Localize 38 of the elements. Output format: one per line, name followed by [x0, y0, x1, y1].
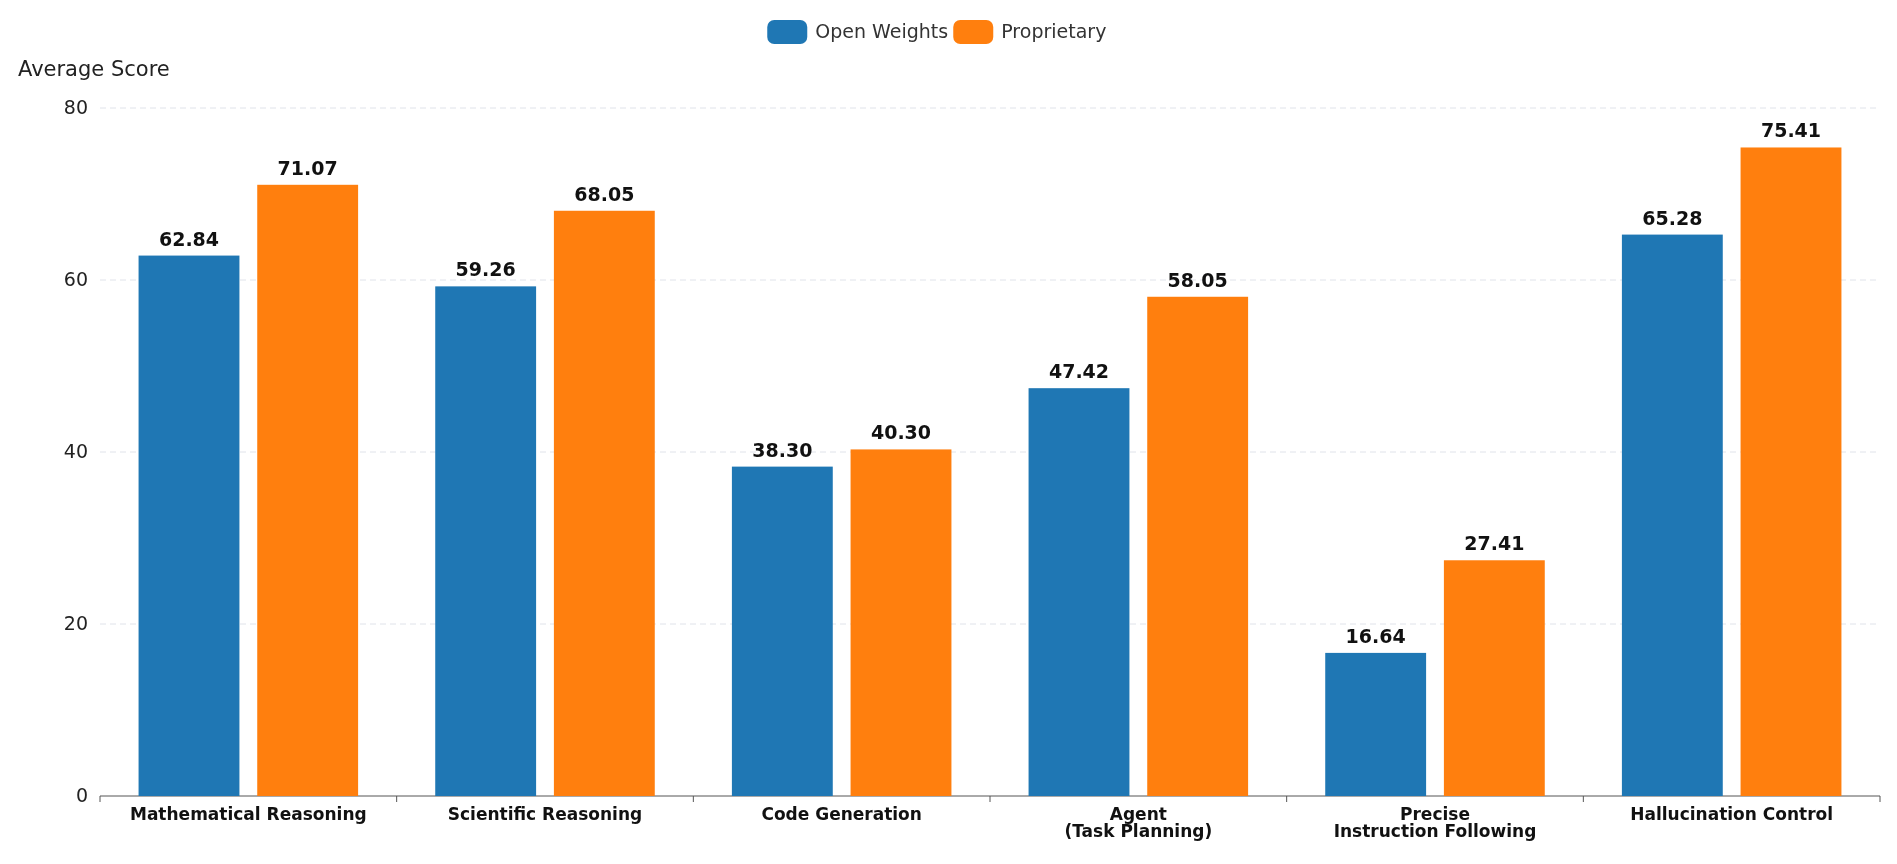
bar — [1147, 296, 1249, 796]
x-tick-label: Precise Instruction Following — [1333, 804, 1537, 841]
y-tick-label: 80 — [63, 95, 88, 118]
text: 58.05 — [1167, 268, 1228, 291]
text: 47.42 — [1048, 360, 1110, 383]
x-tick-label: Scientific Reasoning — [447, 804, 643, 824]
legend-label: Proprietary — [1001, 19, 1107, 42]
legend-label: Open Weights — [815, 19, 949, 42]
text: 68.05 — [574, 182, 635, 205]
y-tick-label: 20 — [63, 611, 88, 634]
x-tick-label: Code Generation — [761, 804, 922, 824]
bar — [435, 286, 537, 796]
bar — [1443, 560, 1545, 796]
y-tick-label: 60 — [63, 267, 88, 290]
bar — [1028, 388, 1130, 796]
y-tick-label: 0 — [75, 783, 88, 806]
bar — [850, 449, 952, 796]
bar — [257, 184, 359, 796]
bar — [553, 210, 655, 796]
text: 62.84 — [158, 227, 220, 250]
text: 71.07 — [277, 156, 338, 179]
text: 40.30 — [870, 421, 932, 444]
text: 65.28 — [1642, 206, 1703, 229]
bar — [138, 255, 240, 796]
y-tick-label: 40 — [63, 439, 88, 462]
bar — [1621, 234, 1723, 796]
bar — [731, 466, 833, 796]
x-tick-label: Hallucination Control — [1630, 804, 1834, 824]
text: 38.30 — [752, 438, 813, 461]
bar — [1740, 147, 1842, 796]
x-tick-label: Mathematical Reasoning — [130, 804, 367, 824]
text: 75.41 — [1760, 119, 1822, 142]
bar — [1325, 652, 1427, 796]
text: 27.41 — [1464, 532, 1525, 555]
y-axis-title: Average Score — [18, 57, 170, 81]
x-tick-label: Agent (Task Planning) — [1064, 804, 1213, 841]
text: 16.64 — [1345, 624, 1406, 647]
text: 59.26 — [455, 258, 516, 281]
